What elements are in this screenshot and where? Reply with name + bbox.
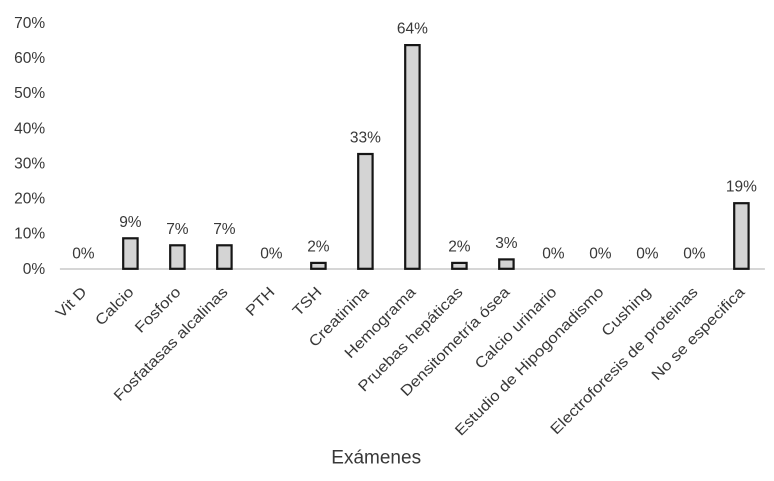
svg-text:30%: 30% <box>14 155 45 172</box>
svg-text:3%: 3% <box>495 235 518 252</box>
svg-text:Exámenes: Exámenes <box>331 448 421 469</box>
svg-text:20%: 20% <box>14 191 45 208</box>
svg-text:0%: 0% <box>683 245 706 262</box>
svg-text:7%: 7% <box>213 221 236 238</box>
svg-text:50%: 50% <box>14 85 45 102</box>
svg-text:0%: 0% <box>636 245 659 262</box>
svg-text:0%: 0% <box>72 245 95 262</box>
svg-text:70%: 70% <box>14 15 45 32</box>
svg-text:10%: 10% <box>14 226 45 243</box>
svg-text:0%: 0% <box>542 245 565 262</box>
svg-text:33%: 33% <box>350 130 381 147</box>
svg-text:2%: 2% <box>307 238 330 255</box>
svg-text:64%: 64% <box>397 21 428 38</box>
svg-text:7%: 7% <box>166 221 189 238</box>
svg-text:0%: 0% <box>23 261 46 278</box>
svg-text:19%: 19% <box>726 179 757 196</box>
svg-text:60%: 60% <box>14 50 45 67</box>
svg-text:2%: 2% <box>448 238 471 255</box>
svg-text:0%: 0% <box>260 245 283 262</box>
svg-text:9%: 9% <box>119 214 142 231</box>
svg-text:0%: 0% <box>589 245 612 262</box>
svg-text:40%: 40% <box>14 120 45 137</box>
